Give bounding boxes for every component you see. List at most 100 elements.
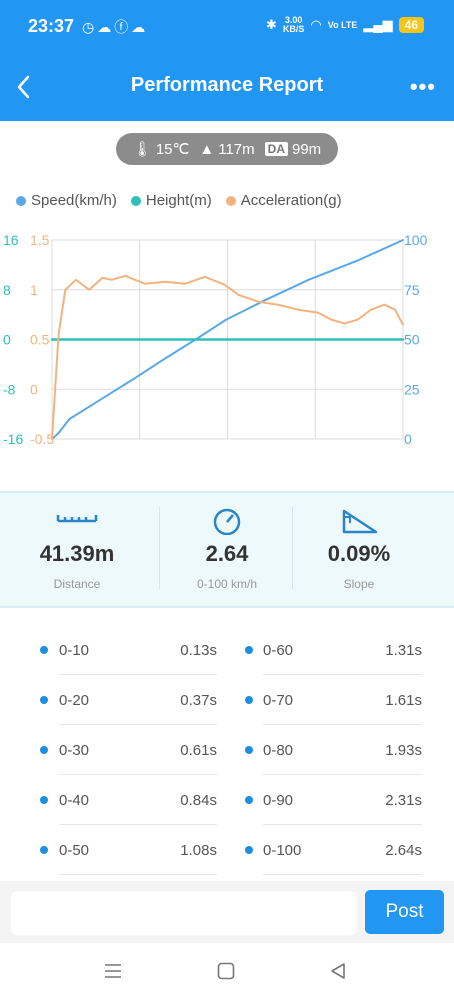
back-arrow-icon[interactable] — [14, 72, 34, 102]
stats-panel: 41.39m Distance 2.64 0-100 km/h 0.09% Sl… — [0, 491, 454, 608]
stat-acceleration-time: 2.64 0-100 km/h — [152, 493, 302, 606]
speed-tick-label: 0 — [404, 431, 412, 447]
split-time: 2.64s — [385, 842, 422, 859]
split-time: 0.37s — [180, 692, 217, 709]
split-range: 0-60 — [263, 642, 294, 659]
bullet-dot — [40, 746, 48, 754]
bullet-dot — [40, 696, 48, 704]
series-line-accel — [51, 274, 404, 440]
row-divider — [59, 874, 217, 875]
temperature-value: 15℃ — [155, 141, 190, 158]
split-range: 0-40 — [59, 792, 90, 809]
system-nav-bar — [0, 943, 454, 999]
split-range: 0-100 — [263, 842, 302, 859]
split-time: 0.84s — [180, 792, 217, 809]
clock-icon: ◷ — [82, 19, 98, 35]
stat-label: 0-100 km/h — [196, 577, 258, 591]
row-divider — [263, 874, 422, 875]
stat-slope: 0.09% Slope — [284, 493, 434, 606]
speedometer-icon — [213, 508, 241, 535]
bullet-dot — [40, 646, 48, 654]
split-range: 0-20 — [59, 692, 90, 709]
split-range: 0-80 — [263, 742, 294, 759]
split-range: 0-10 — [59, 642, 90, 659]
height-tick-label: 0 — [3, 332, 11, 348]
net-speed-unit: KB/S — [282, 24, 305, 34]
table-row: 0-50 1.08s 0-100 2.64s — [0, 824, 454, 875]
split-range: 0-90 — [263, 792, 294, 809]
legend-speed[interactable]: Speed(km/h) — [16, 192, 117, 209]
stat-label: Slope — [343, 577, 375, 591]
status-right: ✱ 3.00 KB/S ◠ Vo LTE ▂▄▆ 46 — [266, 16, 424, 34]
app-header: 23:37 ◷☁ⓕ☁ ✱ 3.00 KB/S ◠ Vo LTE ▂▄▆ 46 Pe… — [0, 0, 454, 121]
speed-tick-label: 100 — [404, 232, 428, 248]
row-divider — [263, 774, 422, 775]
speed-tick-label: 75 — [404, 282, 420, 298]
weather-icon: ☁ — [131, 19, 149, 35]
square-home-icon[interactable] — [216, 961, 236, 981]
cloud-icon: ☁ — [97, 19, 115, 35]
row-divider — [263, 674, 422, 675]
stat-value: 0.09% — [327, 541, 391, 566]
density-altitude-value: 99m — [292, 140, 322, 158]
split-time: 0.13s — [180, 642, 217, 659]
legend-dot — [130, 195, 141, 206]
facebook-icon: ⓕ — [114, 19, 132, 35]
bluetooth-icon: ✱ — [265, 17, 277, 32]
comment-composer: Post — [0, 881, 454, 943]
slope-icon — [342, 509, 378, 534]
split-time: 1.93s — [385, 742, 422, 759]
network-label: Vo LTE — [327, 19, 358, 30]
bullet-dot — [245, 796, 253, 804]
wifi-icon: ◠ — [310, 17, 322, 32]
row-divider — [263, 724, 422, 725]
legend-dot — [16, 195, 26, 206]
triangle-back-icon[interactable] — [328, 961, 348, 981]
divider — [159, 507, 160, 589]
post-button[interactable]: Post — [365, 890, 444, 934]
thermometer-icon: 🌡 — [132, 141, 152, 158]
table-row: 0-30 0.61s 0-80 1.93s — [0, 724, 454, 775]
bullet-dot — [245, 646, 253, 654]
da-badge: DA — [264, 142, 288, 156]
battery-level: 46 — [398, 17, 424, 33]
chart-legend: Speed(km/h) Height(m) Acceleration(g) — [16, 192, 342, 209]
table-row: 0-40 0.84s 0-90 2.31s — [0, 774, 454, 825]
altitude-chip: ▲ 117m — [199, 141, 254, 158]
stat-distance: 41.39m Distance — [2, 493, 152, 606]
bullet-dot — [245, 746, 253, 754]
performance-chart: 16 8 0 -8 -16 1.5 1 0.5 0 -0.5 100 75 50 25 0 — [3, 232, 428, 447]
height-tick-label: 8 — [3, 282, 11, 298]
menu-lines-icon[interactable] — [103, 961, 123, 981]
table-row: 0-20 0.37s 0-70 1.61s — [0, 674, 454, 725]
bullet-dot — [245, 846, 253, 854]
density-altitude-chip: DA 99m — [264, 140, 322, 158]
accel-tick-label: 1 — [30, 282, 38, 298]
page-title: Performance Report — [130, 74, 324, 96]
stat-value: 2.64 — [205, 541, 249, 566]
comment-input[interactable] — [11, 891, 357, 935]
legend-label: Acceleration(g) — [240, 192, 342, 209]
signal-icon: ▂▄▆ — [363, 17, 393, 32]
accel-tick-label: 0 — [30, 381, 38, 397]
split-time: 1.08s — [180, 842, 217, 859]
divider — [292, 507, 293, 589]
split-range: 0-70 — [263, 692, 294, 709]
legend-acceleration[interactable]: Acceleration(g) — [225, 192, 342, 209]
status-time: 23:37 — [28, 16, 75, 36]
height-tick-label: -8 — [3, 381, 16, 397]
row-divider — [59, 824, 217, 825]
stat-label: Distance — [53, 577, 101, 591]
row-divider — [59, 724, 217, 725]
accel-tick-label: -0.5 — [30, 431, 54, 447]
legend-height[interactable]: Height(m) — [130, 192, 212, 209]
bullet-dot — [245, 696, 253, 704]
split-range: 0-30 — [59, 742, 90, 759]
row-divider — [59, 774, 217, 775]
split-time: 2.31s — [385, 792, 422, 809]
series-line-speed — [51, 239, 404, 440]
net-speed-value: 3.00 — [284, 15, 303, 25]
net-speed: 3.00 KB/S — [283, 16, 305, 34]
more-dots-icon[interactable]: ••• — [409, 74, 436, 99]
height-tick-label: -16 — [3, 431, 23, 447]
